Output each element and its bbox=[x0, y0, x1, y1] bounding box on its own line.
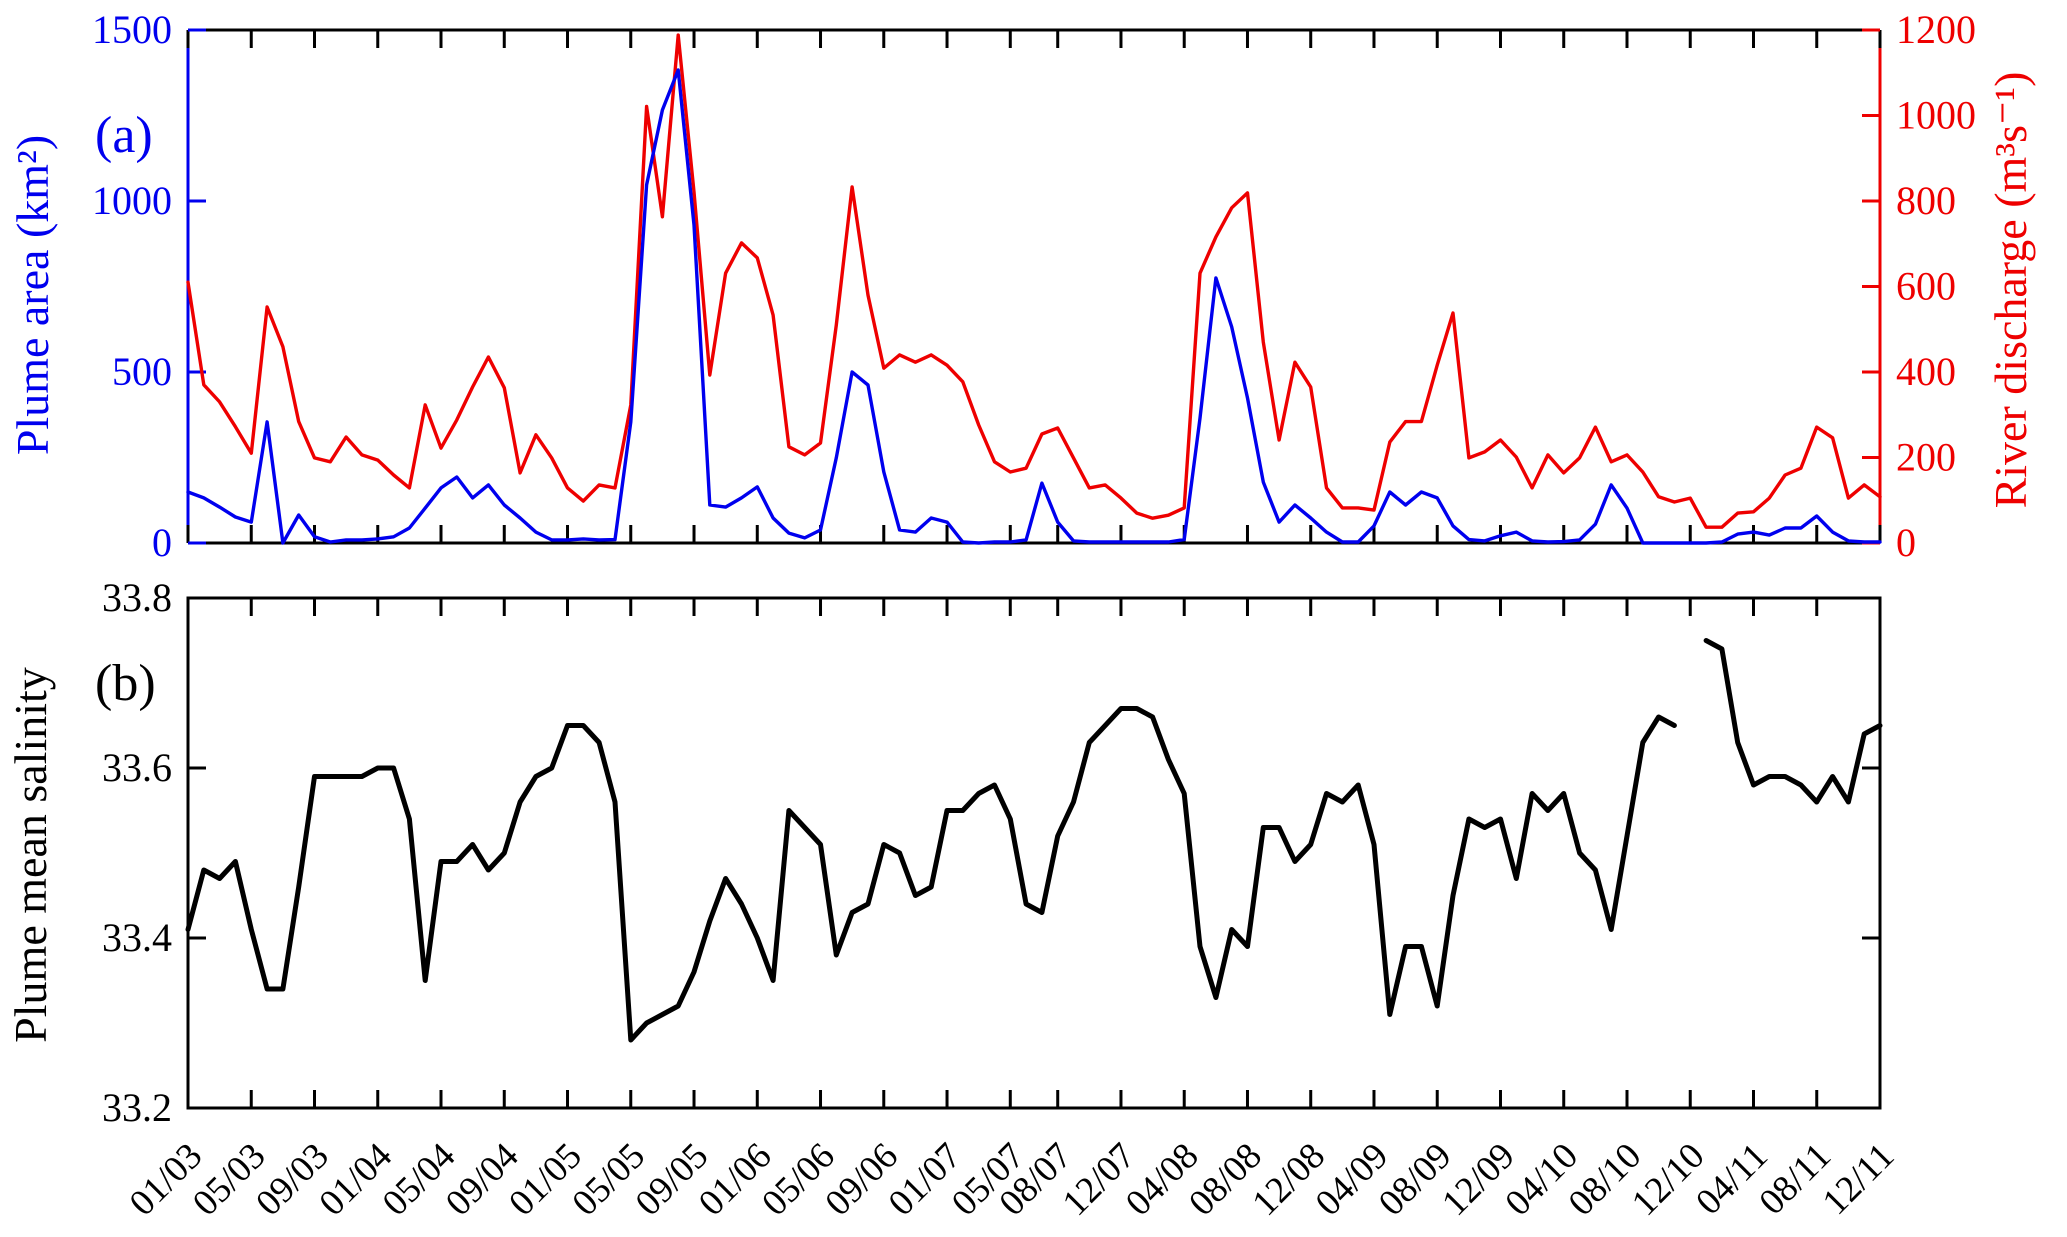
river-discharge-tick-label: 1000 bbox=[1896, 93, 1976, 138]
river-discharge-tick-label: 400 bbox=[1896, 349, 1956, 394]
salinity-line bbox=[185, 638, 1883, 1043]
x-tick-label: 12/11 bbox=[1815, 1135, 1903, 1223]
x-tick-label: 01/04 bbox=[312, 1135, 401, 1224]
x-tick-label: 05/05 bbox=[565, 1135, 654, 1224]
x-tick-label: 05/06 bbox=[754, 1135, 843, 1224]
x-tick-label: 08/10 bbox=[1561, 1135, 1650, 1224]
river-discharge-tick-label: 1200 bbox=[1896, 7, 1976, 52]
plume-area-tick-label: 1500 bbox=[92, 7, 172, 52]
x-tick-label: 09/05 bbox=[628, 1135, 717, 1224]
river-discharge-tick-label: 200 bbox=[1896, 435, 1956, 480]
salinity-tick-label: 33.4 bbox=[102, 915, 172, 960]
plume-area-tick-label: 500 bbox=[112, 349, 172, 394]
x-tick-label: 08/08 bbox=[1181, 1135, 1270, 1224]
y-axis-title-salinity: Plume mean salinity bbox=[5, 667, 56, 1043]
x-tick-label: 08/11 bbox=[1751, 1135, 1839, 1223]
x-tick-label: 08/09 bbox=[1371, 1135, 1460, 1224]
plume-area-tick-label: 1000 bbox=[92, 178, 172, 223]
river-discharge-tick-label: 0 bbox=[1896, 520, 1916, 565]
x-tick-label: 01/03 bbox=[122, 1135, 211, 1224]
plume-area-line bbox=[186, 68, 1882, 545]
x-tick-label: 09/04 bbox=[438, 1135, 527, 1224]
x-tick-label: 04/11 bbox=[1688, 1135, 1776, 1223]
panel-b-frame bbox=[186, 596, 1882, 1110]
x-tick-label: 12/10 bbox=[1624, 1135, 1713, 1224]
x-tick-label: 01/07 bbox=[881, 1135, 970, 1224]
y-axis-title-plume-area: Plume area (km²) bbox=[7, 135, 58, 455]
river-discharge-tick-label: 600 bbox=[1896, 264, 1956, 309]
x-tick-label: 12/09 bbox=[1434, 1135, 1523, 1224]
x-tick-label: 01/05 bbox=[501, 1135, 590, 1224]
salinity-tick-label: 33.8 bbox=[102, 575, 172, 620]
x-tick-label: 04/10 bbox=[1498, 1135, 1587, 1224]
x-tick-label: 09/03 bbox=[248, 1135, 337, 1224]
plot-layers: 01/0305/0309/0301/0405/0409/0401/0505/05… bbox=[92, 7, 1976, 1224]
x-tick-label: 04/09 bbox=[1308, 1135, 1397, 1224]
x-tick-label: 04/08 bbox=[1118, 1135, 1207, 1224]
x-tick-label: 12/08 bbox=[1245, 1135, 1334, 1224]
panel-b-letter: (b) bbox=[95, 655, 156, 712]
plume-area-tick-label: 0 bbox=[152, 520, 172, 565]
panel-a-letter: (a) bbox=[95, 107, 153, 164]
x-tick-label: 05/03 bbox=[185, 1135, 274, 1224]
salinity-tick-label: 33.2 bbox=[102, 1085, 172, 1130]
x-tick-label: 01/06 bbox=[691, 1135, 780, 1224]
river-discharge-line bbox=[186, 33, 1882, 529]
river-discharge-tick-label: 800 bbox=[1896, 178, 1956, 223]
salinity-tick-label: 33.6 bbox=[102, 745, 172, 790]
x-tick-label: 09/06 bbox=[818, 1135, 907, 1224]
y-axis-title-river-discharge: River discharge (m³s⁻¹) bbox=[1985, 72, 2036, 509]
x-tick-label: 05/04 bbox=[375, 1135, 464, 1224]
x-tick-label: 12/07 bbox=[1055, 1135, 1144, 1224]
